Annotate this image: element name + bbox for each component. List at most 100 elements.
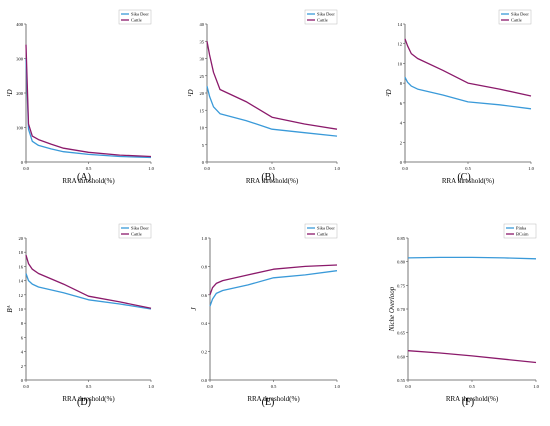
y-tick-label: 10 — [19, 307, 24, 312]
y-tick-label: 14 — [398, 22, 403, 27]
y-tick-label: 18 — [19, 250, 24, 255]
panel-letter: (D) — [77, 397, 91, 408]
x-tick-label: 0.0 — [207, 384, 213, 389]
x-tick-label: 1.0 — [533, 384, 539, 389]
y-tick-label: 0 — [21, 160, 24, 165]
panel-letter: (B) — [261, 172, 274, 183]
y-tick-label: 0.85 — [397, 236, 406, 241]
y-tick-label: 0.55 — [397, 378, 406, 383]
series-line-1 — [209, 270, 338, 307]
panel-letter: (C) — [457, 172, 470, 183]
y-tick-label: 300 — [16, 57, 24, 62]
legend-label: Cattle — [511, 18, 522, 23]
y-axis-label: ¹D — [6, 89, 14, 96]
panel-letter: (F) — [462, 397, 474, 408]
y-axis-label: ¹D — [187, 89, 195, 96]
chart-panel-5: 0.0 0.2 0.4 0.6 0.8 1.0 0.0 0.5 1.0 RRA threshold… — [190, 223, 341, 408]
y-tick-label: 25 — [200, 74, 205, 79]
x-tick-label: 0.5 — [465, 166, 471, 171]
x-tick-label: 0.0 — [405, 384, 411, 389]
legend-label: Sika Deer — [317, 226, 335, 231]
y-tick-label: 1.0 — [201, 236, 207, 241]
series-line-1 — [206, 85, 338, 137]
y-tick-label: 5 — [202, 143, 205, 148]
legend-label: Sika Deer — [511, 12, 529, 17]
y-tick-label: 0 — [202, 160, 205, 165]
series-line-2 — [25, 44, 152, 158]
y-tick-label: 35 — [200, 39, 205, 44]
y-tick-label: 2 — [400, 140, 402, 145]
x-axis-label: RRA threshold(%) — [247, 395, 300, 403]
y-tick-label: 20 — [200, 91, 205, 96]
series-line-1 — [25, 58, 152, 159]
y-tick-label: 100 — [16, 126, 24, 131]
y-axis-label: J — [190, 307, 198, 311]
y-tick-label: 6 — [400, 101, 403, 106]
legend-label: BCsim — [516, 232, 529, 237]
legend-label: Cattle — [131, 232, 142, 237]
x-tick-label: 1.0 — [148, 166, 154, 171]
y-tick-label: 0.65 — [397, 331, 406, 336]
legend-label: Sika Deer — [131, 226, 149, 231]
y-tick-label: 12 — [398, 42, 403, 47]
y-tick-label: 0 — [21, 378, 24, 383]
x-tick-label: 0.0 — [23, 384, 29, 389]
y-tick-label: 200 — [16, 91, 24, 96]
y-tick-label: 4 — [21, 350, 24, 355]
x-tick-label: 0.0 — [23, 166, 29, 171]
y-tick-label: 15 — [200, 108, 205, 113]
y-axis-label: Niche Overloop — [388, 286, 396, 332]
chart-panel-6: 0.55 0.60 0.65 0.70 0.75 0.80 0.85 0.0 0.5 1.0 RRA… — [388, 223, 540, 408]
panel-letter: (E) — [262, 397, 275, 408]
series-line-1 — [25, 273, 152, 310]
legend-label: Sika Deer — [317, 12, 335, 17]
y-tick-label: 0.60 — [397, 354, 406, 359]
series-line-2 — [206, 41, 338, 130]
y-tick-label: 12 — [19, 293, 24, 298]
y-tick-label: 6 — [21, 335, 24, 340]
legend-label: Pinka — [516, 226, 526, 231]
y-tick-label: 14 — [19, 279, 24, 284]
x-tick-label: 1.0 — [528, 166, 534, 171]
y-axis-label: Bᴬ — [6, 305, 14, 312]
x-axis-label: RRA threshold(%) — [62, 177, 115, 185]
y-tick-label: 8 — [400, 81, 403, 86]
chart-panel-4: 0 2 4 6 8 10 12 14 16 18 20 0.0 0.5 1.0 RRA threshold(… — [6, 223, 155, 408]
legend-label: Cattle — [131, 18, 142, 23]
chart-panel-1: 0 100 200 300 400 0.0 0.5 1.0 RRA threshold(%) ¹D… — [6, 9, 155, 185]
legend-label: Cattle — [317, 232, 328, 237]
x-axis-label: RRA threshold(%) — [246, 177, 299, 185]
y-tick-label: 8 — [21, 321, 24, 326]
y-tick-label: 0.4 — [201, 321, 207, 326]
x-tick-label: 0.5 — [469, 384, 475, 389]
y-tick-label: 40 — [200, 22, 205, 27]
x-tick-label: 0.0 — [402, 166, 408, 171]
x-axis-label: RRA threshold(%) — [62, 395, 115, 403]
series-line-2 — [404, 38, 532, 97]
series-line-2 — [25, 254, 152, 309]
y-tick-label: 10 — [398, 61, 403, 66]
x-tick-label: 0.5 — [271, 384, 277, 389]
x-tick-label: 1.0 — [334, 166, 340, 171]
x-tick-label: 0.0 — [204, 166, 210, 171]
x-axis-label: RRA threshold(%) — [442, 177, 495, 185]
x-tick-label: 1.0 — [334, 384, 340, 389]
y-tick-label: 20 — [19, 236, 24, 241]
y-tick-label: 0.2 — [201, 350, 207, 355]
y-tick-label: 0.8 — [201, 264, 207, 269]
series-line-2 — [407, 350, 537, 364]
x-tick-label: 0.5 — [86, 384, 92, 389]
y-tick-label: 0.75 — [397, 283, 406, 288]
legend-label: Cattle — [317, 18, 328, 23]
y-tick-label: 16 — [19, 264, 24, 269]
legend-label: Sika Deer — [131, 12, 149, 17]
y-tick-label: 4 — [400, 121, 403, 126]
y-tick-label: 0 — [400, 160, 403, 165]
y-tick-label: 30 — [200, 57, 205, 62]
y-tick-label: 400 — [16, 22, 24, 27]
series-line-1 — [404, 76, 532, 110]
y-tick-label: 0.80 — [397, 260, 406, 265]
x-tick-label: 0.5 — [86, 166, 92, 171]
series-line-1 — [407, 256, 537, 260]
